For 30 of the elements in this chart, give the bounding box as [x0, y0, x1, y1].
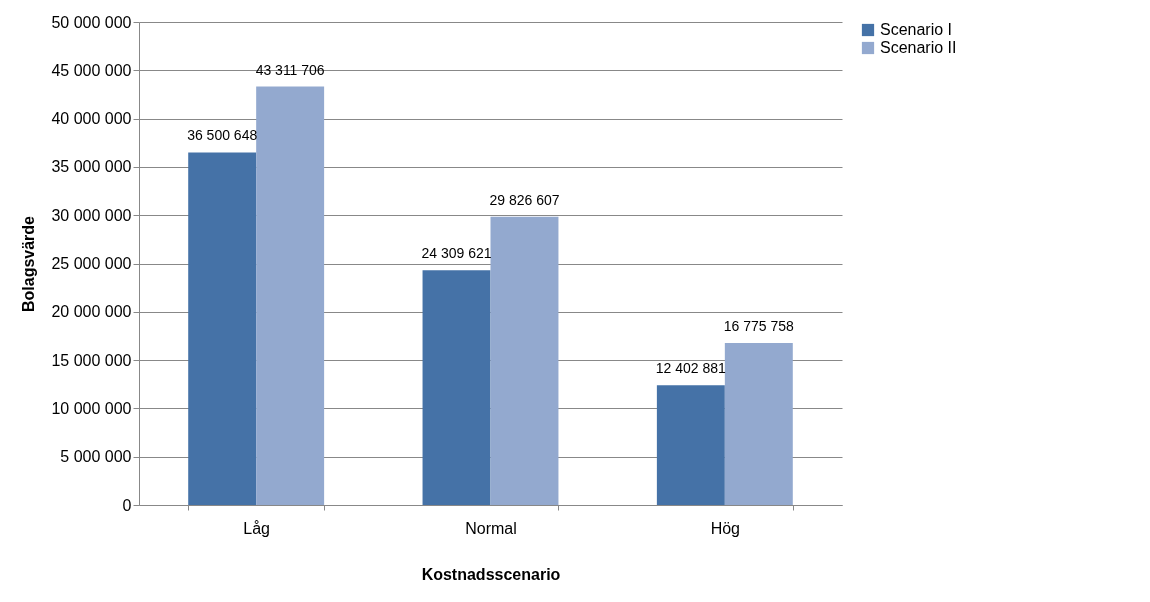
- y-tick-label: 15 000 000: [51, 351, 132, 369]
- data-label: 29 826 607: [489, 191, 560, 208]
- x-tick-label: Hög: [710, 519, 741, 537]
- y-tick-label: 20 000 000: [51, 303, 132, 321]
- data-label: 36 500 648: [187, 127, 258, 144]
- data-label: 24 309 621: [421, 245, 492, 262]
- bar: [490, 216, 559, 505]
- bar: [188, 152, 257, 505]
- bar: [656, 385, 725, 505]
- y-tick-label: 45 000 000: [51, 61, 132, 79]
- bar: [422, 270, 491, 505]
- data-label: 12 402 881: [655, 360, 727, 377]
- y-tick-label: 25 000 000: [51, 255, 132, 272]
- y-tick-label: 5 000 000: [60, 448, 132, 466]
- y-tick-label: 30 000 000: [51, 206, 132, 224]
- y-axis-title: Bolagsvärde: [20, 215, 38, 313]
- y-tick-label: 10 000 000: [51, 399, 132, 417]
- y-tick-label: 0: [122, 496, 132, 514]
- bar: [724, 342, 793, 505]
- x-tick-label: Låg: [243, 519, 271, 537]
- bar: [256, 86, 325, 505]
- data-label: 16 775 758: [723, 317, 795, 334]
- y-tick-label: 50 000 000: [51, 13, 132, 31]
- y-tick-label: 35 000 000: [51, 158, 132, 176]
- x-axis-title: Kostnadsscenario: [421, 565, 561, 583]
- x-tick-label: Normal: [465, 519, 517, 537]
- data-label: 43 311 706: [255, 61, 325, 78]
- y-tick-label: 40 000 000: [51, 110, 132, 128]
- legend-label: Scenario II: [880, 39, 957, 56]
- legend-label: Scenario I: [880, 21, 953, 38]
